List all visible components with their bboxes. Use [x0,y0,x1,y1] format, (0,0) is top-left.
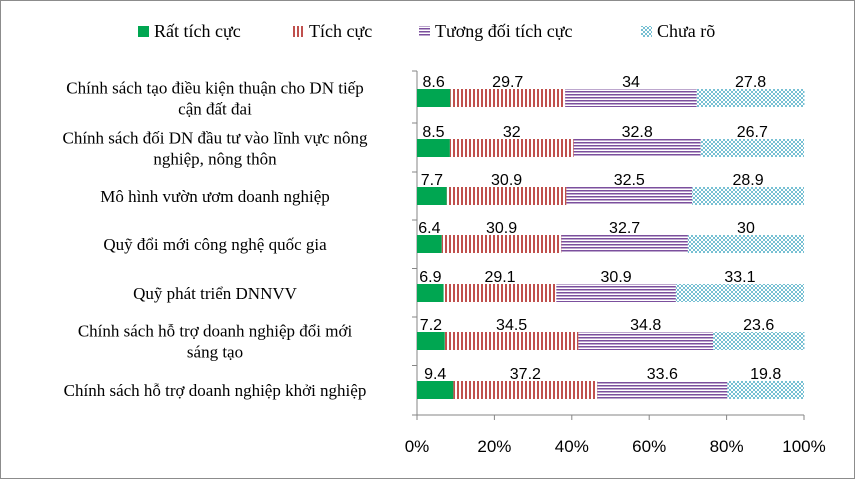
bar-segment [675,284,804,302]
legend-label: Tương đối tích cực [435,21,573,41]
bar-segment [713,332,805,350]
bar-segment [446,187,567,205]
axes: 0% 20% 40% 60% 80% 100% Chính sách tạo điều ki… [62,70,826,456]
bar-segment [417,139,450,157]
legend-label: Chưa rõ [657,21,715,41]
category-label: Quỹ phát triển DNNVV [133,284,298,303]
legend: Rất tích cực Tích cực Tương đối tích cực Ch… [138,21,715,41]
x-tick-label: 40% [555,437,589,456]
bar-segment [692,187,804,205]
data-label: 6.9 [419,269,441,286]
category-label-line: Chính sách hỗ trợ doanh nghiệp đổi mới [78,322,353,341]
bar-segment [561,235,688,253]
data-label: 34.8 [630,317,661,334]
x-tick-label: 0% [405,437,430,456]
legend-swatch [293,26,304,37]
data-label: 23.6 [743,317,774,334]
bar-segment [727,381,804,399]
data-label: 37.2 [510,366,541,383]
data-label: 8.5 [422,124,444,141]
legend-swatch [641,26,652,37]
data-label: 34.5 [496,317,527,334]
bar-segment [441,235,562,253]
data-label: 7.2 [420,317,442,334]
category-label-line: Chính sách hỗ trợ doanh nghiệp khởi nghi… [64,381,367,400]
data-label: 6.4 [418,220,440,237]
category-label-line: sáng tạo [187,343,243,362]
category-label-line: Chính sách đối DN đầu tư vào lĩnh vực nô… [62,129,368,148]
bar-segment [687,235,804,253]
category-label: Mô hình vườn ươm doanh nghiệp [100,187,330,206]
data-label: 7.7 [421,172,443,189]
data-label: 32.7 [609,220,640,237]
bar-segment [417,235,442,253]
data-label: 29.1 [484,269,515,286]
x-tick-label: 60% [632,437,666,456]
legend-swatch [419,26,430,37]
bar-segment [449,139,574,157]
data-labels: 8.6 29.7 34 27.8 8.5 32 32.8 26.7 7.7 30.9 32.5 28.… [418,74,781,383]
data-label: 9.4 [424,366,446,383]
data-label: 27.8 [735,74,766,91]
bar-segment [566,187,693,205]
bar-segment [444,332,579,350]
bar-segment [565,89,697,107]
category-label-line: Quỹ phát triển DNNVV [133,284,298,303]
category-label-line: Mô hình vườn ươm doanh nghiệp [100,187,330,206]
bar-segment [417,187,447,205]
data-label: 30.9 [491,172,522,189]
bar-segment [578,332,714,350]
category-label: Chính sách hỗ trợ doanh nghiệp đổi mới sá… [78,322,353,362]
bar-segment [417,284,444,302]
x-tick-label: 80% [710,437,744,456]
legend-label: Rất tích cực [154,21,241,41]
data-label: 19.8 [750,366,781,383]
bar-segment [556,284,676,302]
data-label: 34 [622,74,640,91]
data-label: 33.6 [647,366,678,383]
category-label: Chính sách tạo điều kiện thuận cho DN ti… [66,79,363,119]
bars [417,89,805,399]
category-label: Quỹ đổi mới công nghệ quốc gia [103,235,327,254]
data-label: 32 [503,124,521,141]
bar-segment [417,332,445,350]
data-label: 8.6 [423,74,445,91]
category-label-line: Chính sách tạo điều kiện thuận cho DN ti… [66,79,363,98]
data-label: 32.5 [614,172,645,189]
category-label-line: nghiệp, nông thôn [153,150,277,169]
category-label: Chính sách hỗ trợ doanh nghiệp khởi nghi… [64,381,367,400]
bar-segment [597,381,728,399]
data-label: 30.9 [486,220,517,237]
data-label: 32.8 [622,124,653,141]
bar-segment [696,89,805,107]
category-label: Chính sách đối DN đầu tư vào lĩnh vực nô… [62,129,368,169]
data-label: 26.7 [737,124,768,141]
category-label-line: cận đất đai [178,100,252,119]
data-label: 33.1 [724,269,755,286]
bar-segment [573,139,701,157]
bar-segment [443,284,557,302]
category-label-line: Quỹ đổi mới công nghệ quốc gia [103,235,327,254]
bar-segment [453,381,598,399]
legend-label: Tích cực [309,21,372,41]
x-tick-label: 100% [782,437,825,456]
bar-segment [417,89,451,107]
bar-segment [417,381,454,399]
data-label: 28.9 [733,172,764,189]
bar-segment [450,89,566,107]
x-tick-label: 20% [477,437,511,456]
data-label: 29.7 [492,74,523,91]
data-label: 30.9 [601,269,632,286]
legend-swatch [138,26,149,37]
bar-segment [700,139,804,157]
data-label: 30 [737,220,755,237]
